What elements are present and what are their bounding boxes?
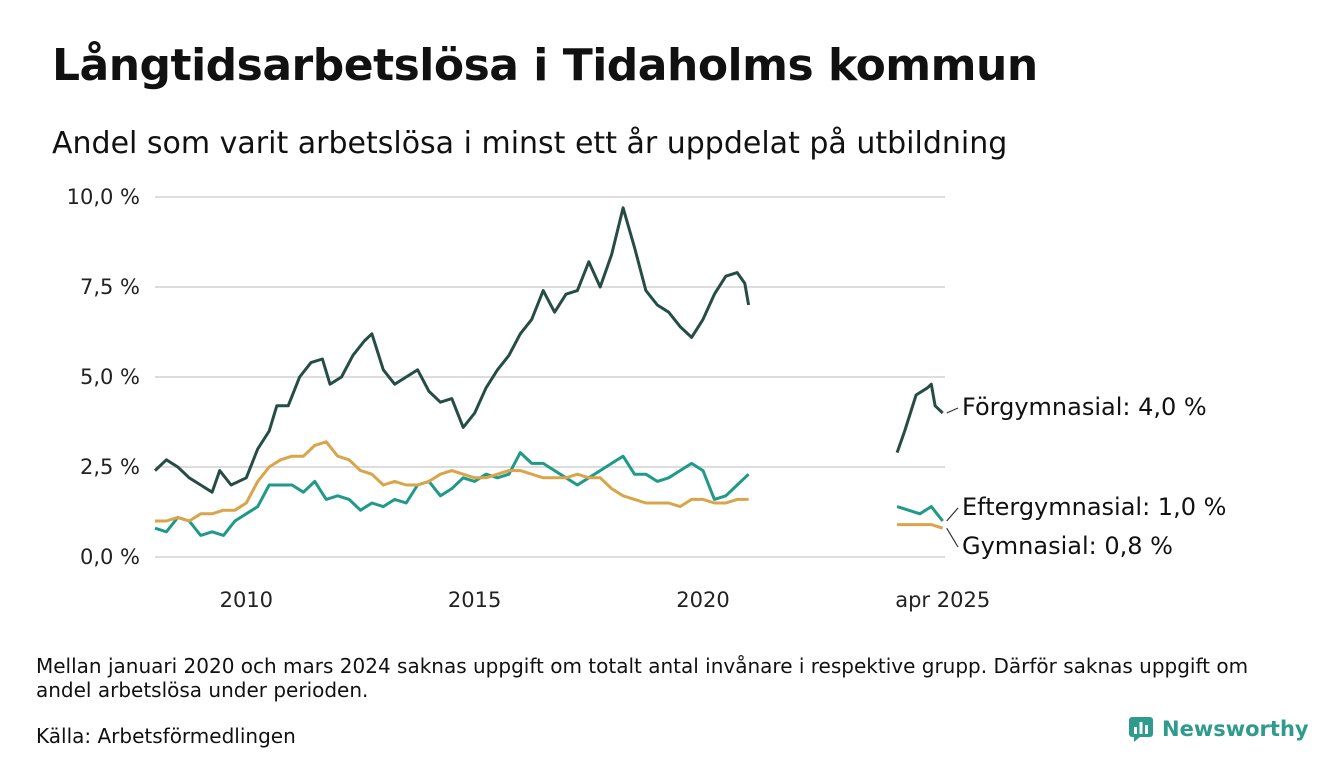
x-tick-label: 2020 bbox=[676, 588, 729, 612]
end-label-connector bbox=[946, 527, 959, 548]
footnote: Mellan januari 2020 och mars 2024 saknas… bbox=[36, 654, 1249, 702]
series-line-gymnasial bbox=[155, 440, 749, 523]
brand-name: Newsworthy bbox=[1162, 717, 1309, 741]
source-note: Källa: Arbetsförmedlingen bbox=[36, 724, 296, 748]
series-line-eftergymnasial bbox=[154, 451, 750, 537]
line-chart: 0,0 % 2,5 % 5,0 % 7,5 % 10,0 % 2010 2015 2020 ap… bbox=[67, 185, 1227, 612]
x-tick-label: 2015 bbox=[448, 588, 501, 612]
series-line-forgymnasial bbox=[153, 206, 751, 494]
series-line-forgymnasial bbox=[895, 382, 944, 454]
y-tick-label: 0,0 % bbox=[80, 545, 140, 569]
x-tick-label: 2010 bbox=[220, 588, 273, 612]
end-label-eftergymnasial: Eftergymnasial: 1,0 % bbox=[962, 493, 1226, 521]
chart-title: Långtidsarbetslösa i Tidaholms kommun bbox=[52, 40, 1038, 91]
chart-subtitle: Andel som varit arbetslösa i minst ett å… bbox=[52, 126, 1008, 161]
newsworthy-brand: Newsworthy bbox=[1128, 716, 1309, 742]
series-line-eftergymnasial bbox=[896, 505, 944, 522]
bar-chart-logo-icon bbox=[1129, 717, 1153, 742]
y-tick-label: 2,5 % bbox=[80, 455, 140, 479]
end-label-gymnasial: Gymnasial: 0,8 % bbox=[962, 532, 1173, 560]
series-line-gymnasial bbox=[897, 523, 944, 530]
end-label-connector bbox=[946, 407, 959, 414]
x-tick-label: apr 2025 bbox=[895, 588, 990, 612]
end-label-connector bbox=[946, 507, 959, 522]
y-tick-label: 5,0 % bbox=[80, 365, 140, 389]
y-tick-label: 10,0 % bbox=[67, 185, 140, 209]
end-label-forgymnasial: Förgymnasial: 4,0 % bbox=[962, 393, 1207, 421]
y-tick-label: 7,5 % bbox=[80, 275, 140, 299]
